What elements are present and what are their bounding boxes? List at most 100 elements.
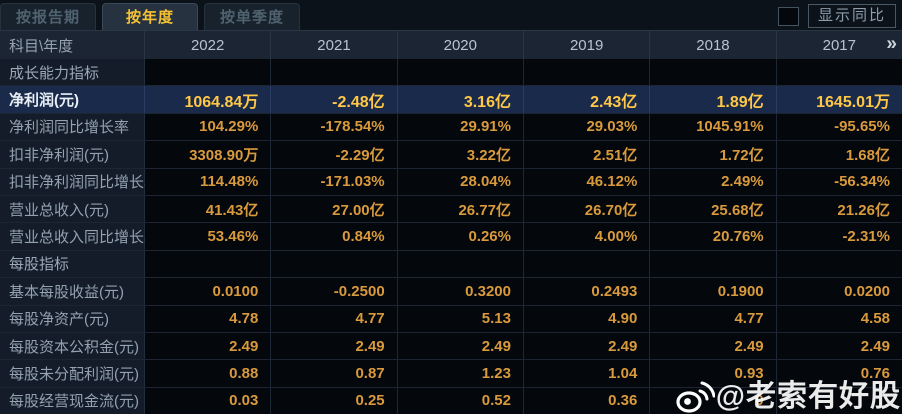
value-cell — [397, 59, 524, 86]
tab-by-year[interactable]: 按年度 — [102, 3, 198, 30]
table-row: 净利润同比增长率 104.29% -178.54% 29.91% 29.03% 1045.… — [0, 113, 902, 142]
value-cell: 2.49 — [650, 332, 777, 360]
value-cell — [776, 250, 902, 278]
value-cell — [650, 250, 777, 278]
value-cell: 4.58 — [776, 305, 902, 332]
value-cell: 2.51亿 — [523, 141, 651, 168]
value-cell: 1645.01万 — [776, 86, 902, 113]
row-label: 每股未分配利润(元) — [0, 360, 145, 387]
row-label: 成长能力指标 — [0, 59, 145, 86]
value-cell — [523, 250, 651, 278]
value-cell: 0.84% — [271, 223, 398, 250]
table-row: 每股指标 — [0, 250, 902, 279]
year-header-2018: 2018 — [650, 31, 777, 59]
value-cell — [145, 250, 272, 278]
value-cell: 0.25 — [271, 387, 398, 414]
value-cell: 3.16亿 — [397, 86, 524, 113]
value-cell: 29.03% — [523, 113, 651, 141]
value-cell: 1.04 — [523, 360, 651, 387]
value-cell: -171.03% — [271, 168, 398, 195]
tab-by-report-period[interactable]: 按报告期 — [0, 3, 96, 30]
value-cell — [776, 387, 902, 414]
value-cell: 0.1900 — [650, 278, 777, 305]
value-cell: 0.87 — [271, 360, 398, 387]
table-row: 每股净资产(元) 4.78 4.77 5.13 4.90 4.77 4.58 — [0, 305, 902, 333]
table-row: 营业总收入同比增长率 53.46% 0.84% 0.26% 4.00% 20.76% -2.… — [0, 223, 902, 251]
value-cell: 46.12% — [523, 168, 651, 195]
value-cell — [650, 59, 777, 86]
table-row: 每股未分配利润(元) 0.88 0.87 1.23 1.04 0.93 0.76 — [0, 360, 902, 388]
table-row: 净利润(元) 1064.84万 -2.48亿 3.16亿 2.43亿 1.89亿 1645.… — [0, 86, 902, 114]
table-row: 营业总收入(元) 41.43亿 27.00亿 26.77亿 26.70亿 25.68亿 21… — [0, 195, 902, 224]
row-label: 每股指标 — [0, 250, 145, 278]
value-cell: 2.49 — [145, 332, 272, 360]
value-cell: -178.54% — [271, 113, 398, 141]
value-cell: 0.03 — [145, 387, 272, 414]
value-cell: 53.46% — [145, 223, 272, 250]
value-cell — [523, 59, 651, 86]
table-row: 每股经营现金流(元) 0.03 0.25 0.52 0.36 0 — [0, 387, 902, 414]
value-cell: 2.43亿 — [523, 86, 651, 113]
year-header-2022: 2022 — [145, 31, 272, 59]
table-row: 成长能力指标 — [0, 59, 902, 87]
row-label: 每股经营现金流(元) — [0, 387, 145, 414]
value-cell: 104.29% — [145, 113, 272, 141]
value-cell: 0 — [650, 387, 777, 414]
value-cell: 1.68亿 — [776, 141, 902, 168]
value-cell: 0.26% — [397, 223, 524, 250]
value-cell: 1064.84万 — [145, 86, 272, 113]
value-cell: 1.89亿 — [650, 86, 777, 113]
value-cell: 4.78 — [145, 305, 272, 332]
value-cell: 29.91% — [397, 113, 524, 141]
value-cell: 5.13 — [397, 305, 524, 332]
value-cell: 20.76% — [650, 223, 777, 250]
tab-bar: 按报告期 按年度 按单季度 显示同比 — [0, 0, 902, 30]
value-cell — [145, 59, 272, 86]
value-cell: 0.36 — [523, 387, 651, 414]
row-label: 扣非净利润(元) — [0, 141, 145, 168]
value-cell: -0.2500 — [271, 278, 398, 305]
value-cell: 0.52 — [397, 387, 524, 414]
value-cell: -2.29亿 — [271, 141, 398, 168]
value-cell: -56.34% — [776, 168, 902, 195]
value-cell: 2.49 — [271, 332, 398, 360]
row-label: 净利润同比增长率 — [0, 113, 145, 141]
value-cell: 0.0200 — [776, 278, 902, 305]
year-header-2020: 2020 — [398, 31, 524, 59]
table-row: 扣非净利润(元) 3308.90万 -2.29亿 3.22亿 2.51亿 1.72亿 1.6… — [0, 141, 902, 169]
value-cell — [776, 59, 902, 86]
value-cell: 4.77 — [271, 305, 398, 332]
value-cell: 0.3200 — [397, 278, 524, 305]
value-cell — [271, 250, 398, 278]
year-header-2021: 2021 — [271, 31, 398, 59]
value-cell: 1045.91% — [650, 113, 777, 141]
value-cell: 0.0100 — [145, 278, 272, 305]
show-yoy-checkbox[interactable] — [777, 6, 799, 26]
value-cell: -95.65% — [776, 113, 902, 141]
row-label: 扣非净利润同比增长率 — [0, 168, 159, 195]
year-header-2019: 2019 — [524, 31, 651, 59]
value-cell: 26.77亿 — [397, 195, 524, 223]
financial-indicators-table: 科目\年度 2022 2021 2020 2019 2018 2017 » 成长… — [0, 30, 902, 414]
value-cell: 114.48% — [145, 168, 272, 195]
value-cell: 3.22亿 — [397, 141, 524, 168]
tab-by-single-quarter[interactable]: 按单季度 — [204, 3, 300, 30]
table-body: 成长能力指标 净利润(元) 1064.84万 -2.48亿 3.16亿 2.43亿 1.89… — [0, 59, 902, 414]
value-cell: 2.49% — [650, 168, 777, 195]
row-label: 每股资本公积金(元) — [0, 332, 145, 360]
value-cell: 1.72亿 — [650, 141, 777, 168]
value-cell: 27.00亿 — [271, 195, 398, 223]
show-yoy-button[interactable]: 显示同比 — [807, 4, 896, 28]
value-cell: 4.00% — [523, 223, 651, 250]
row-label: 营业总收入同比增长率 — [0, 223, 159, 250]
value-cell: 0.93 — [650, 360, 777, 387]
value-cell: 26.70亿 — [523, 195, 651, 223]
value-cell: 41.43亿 — [145, 195, 272, 223]
row-label: 每股净资产(元) — [0, 305, 145, 332]
value-cell: 25.68亿 — [650, 195, 777, 223]
value-cell: 0.88 — [145, 360, 272, 387]
more-columns-icon[interactable]: » — [886, 33, 897, 55]
year-header-2017-label: 2017 — [822, 36, 856, 54]
value-cell: 3308.90万 — [145, 141, 272, 168]
yoy-controls: 显示同比 — [777, 4, 896, 28]
